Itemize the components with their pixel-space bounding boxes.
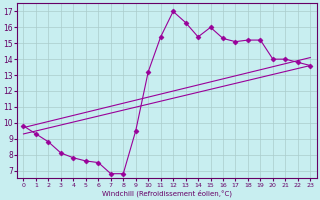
X-axis label: Windchill (Refroidissement éolien,°C): Windchill (Refroidissement éolien,°C) <box>102 189 232 197</box>
